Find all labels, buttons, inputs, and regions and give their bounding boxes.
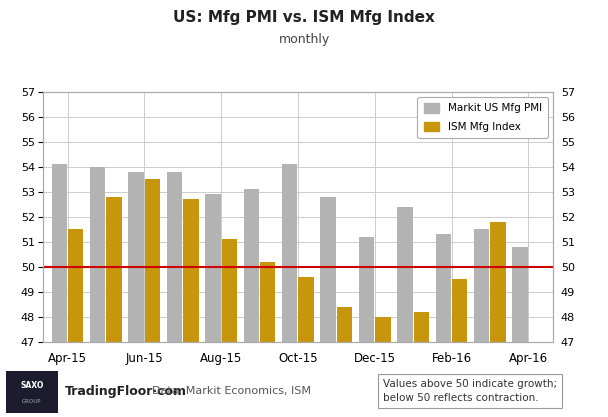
Text: Data: Markit Economics, ISM: Data: Markit Economics, ISM xyxy=(151,386,311,396)
Bar xyxy=(106,197,122,417)
Bar xyxy=(68,229,83,417)
Bar xyxy=(397,207,413,417)
Bar xyxy=(513,247,528,417)
Bar xyxy=(413,312,429,417)
Legend: Markit US Mfg PMI, ISM Mfg Index: Markit US Mfg PMI, ISM Mfg Index xyxy=(418,97,548,138)
Bar xyxy=(320,197,336,417)
Bar xyxy=(299,277,314,417)
Bar xyxy=(244,189,259,417)
Bar xyxy=(222,239,237,417)
Bar xyxy=(52,164,67,417)
Bar xyxy=(167,172,182,417)
Text: monthly: monthly xyxy=(278,33,330,46)
Text: US: Mfg PMI vs. ISM Mfg Index: US: Mfg PMI vs. ISM Mfg Index xyxy=(173,10,435,25)
Bar xyxy=(452,279,468,417)
Text: SAXO: SAXO xyxy=(20,381,44,390)
Bar xyxy=(435,234,451,417)
Bar xyxy=(183,199,199,417)
Bar xyxy=(128,172,143,417)
Bar xyxy=(375,317,391,417)
Bar xyxy=(337,307,352,417)
Bar xyxy=(260,262,275,417)
Bar xyxy=(145,179,161,417)
Bar xyxy=(474,229,489,417)
Text: GROUP: GROUP xyxy=(22,399,42,404)
Bar xyxy=(491,222,506,417)
Bar xyxy=(359,237,374,417)
Bar xyxy=(205,194,221,417)
Bar xyxy=(90,167,105,417)
Text: TradingFloor·com: TradingFloor·com xyxy=(65,384,187,398)
Bar xyxy=(282,164,297,417)
Text: Values above 50 indicate growth;
below 50 reflects contraction.: Values above 50 indicate growth; below 5… xyxy=(383,379,557,403)
